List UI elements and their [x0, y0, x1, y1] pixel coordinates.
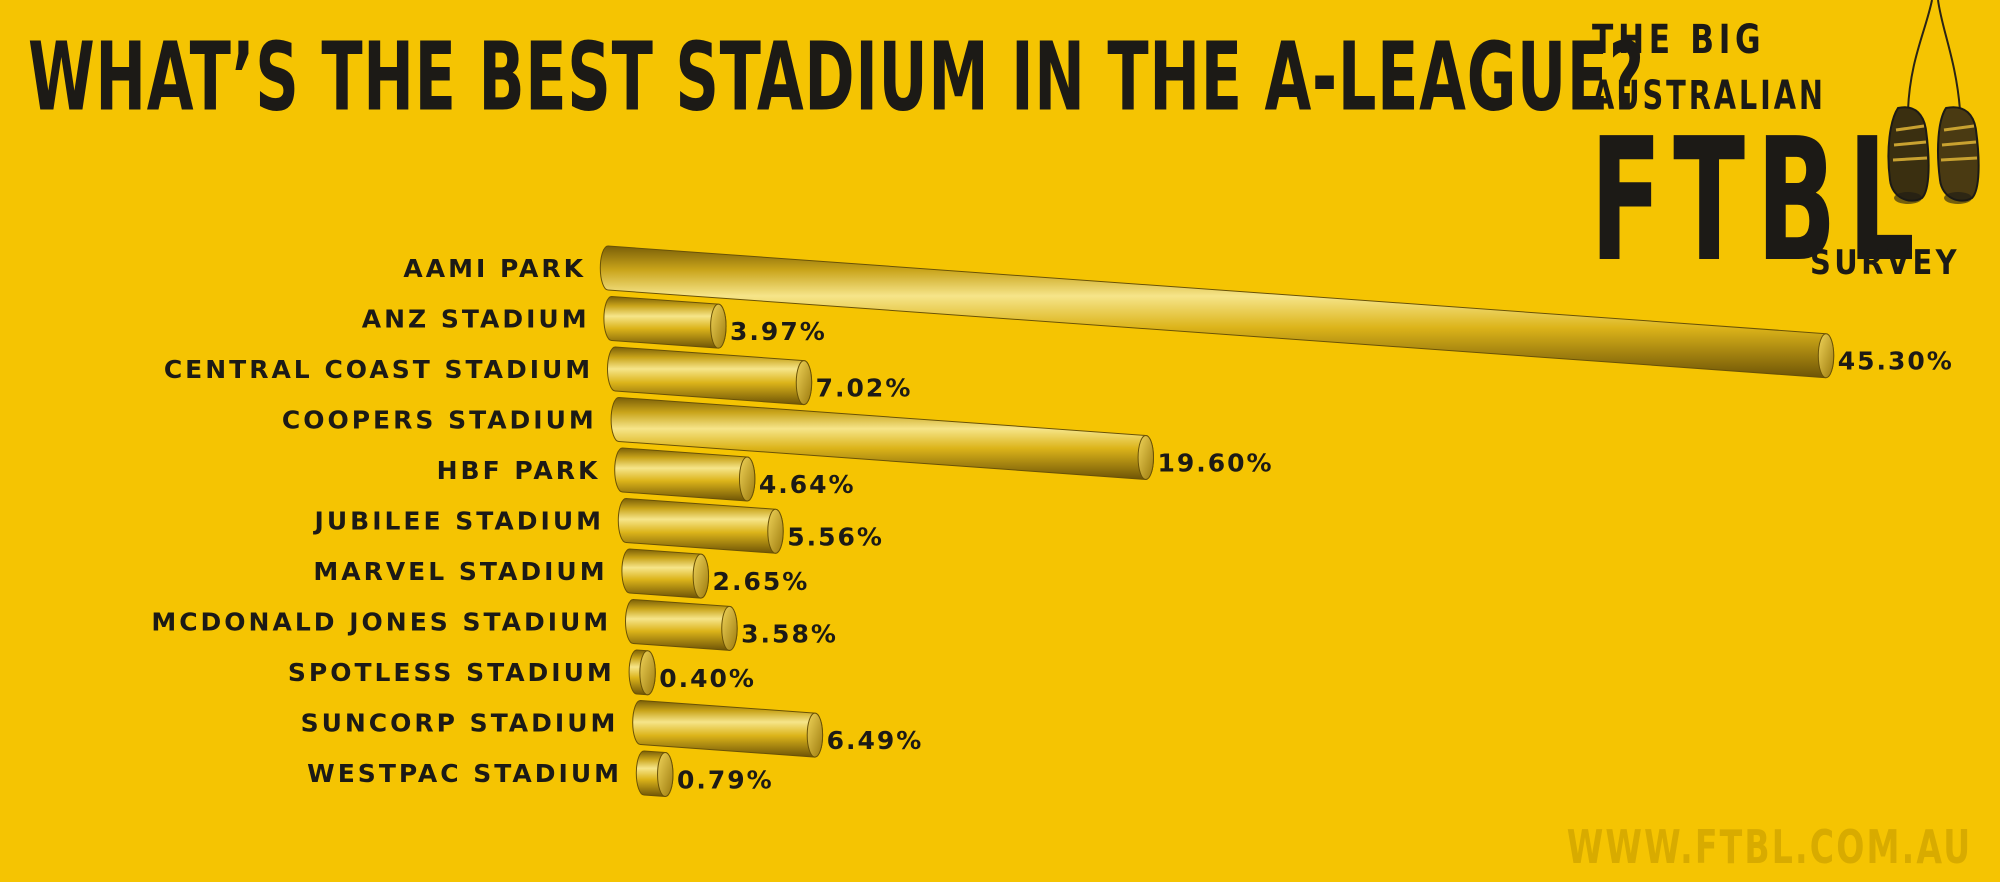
value-label: 6.49% [827, 726, 924, 755]
category-label: WESTPAC STADIUM [307, 759, 622, 788]
value-label: 3.58% [741, 619, 838, 648]
logo-line-the-big: THE BIG [1592, 17, 1766, 63]
logo-survey-word: SURVEY [1810, 243, 1960, 283]
category-label: CENTRAL COAST STADIUM [164, 355, 593, 384]
value-label: 3.97% [730, 317, 827, 346]
bar [607, 346, 813, 406]
category-label: MCDONALD JONES STADIUM [151, 608, 611, 637]
bar [635, 750, 674, 798]
bar [625, 598, 738, 651]
category-label: SPOTLESS STADIUM [288, 658, 615, 687]
hanging-football-boots-icon [1887, 0, 1980, 204]
category-label: MARVEL STADIUM [313, 557, 607, 586]
bar [617, 497, 784, 554]
chart-title: WHAT’S THE BEST STADIUM IN THE A-LEAGUE? [28, 22, 1645, 132]
bar [610, 396, 1154, 480]
logo-ftbl-wordmark: FTBL [1590, 102, 1927, 300]
website-watermark: WWW.FTBL.COM.AU [1566, 820, 1972, 874]
category-label: ANZ STADIUM [362, 305, 590, 334]
value-label: 0.79% [677, 766, 774, 795]
bar [632, 699, 824, 758]
value-label: 19.60% [1157, 448, 1273, 477]
logo-line-australian: AUSTRALIAN [1592, 73, 1826, 119]
bar [614, 447, 756, 502]
bar [599, 245, 1835, 379]
category-label: COOPERS STADIUM [282, 406, 597, 435]
value-label: 5.56% [787, 522, 884, 551]
bar [603, 295, 727, 349]
value-label: 0.40% [659, 664, 756, 693]
bar [628, 649, 656, 696]
category-label: HBF PARK [437, 456, 601, 485]
value-label: 2.65% [713, 567, 810, 596]
category-label: AAMI PARK [403, 254, 586, 283]
ftbl-survey-logo: THE BIG AUSTRALIAN FTBL SURVEY [1590, 8, 1990, 288]
value-label: 45.30% [1838, 347, 1954, 376]
bar [621, 548, 710, 599]
value-label: 4.64% [759, 470, 856, 499]
category-label: JUBILEE STADIUM [313, 507, 604, 536]
category-label: SUNCORP STADIUM [301, 709, 619, 738]
value-label: 7.02% [816, 374, 913, 403]
